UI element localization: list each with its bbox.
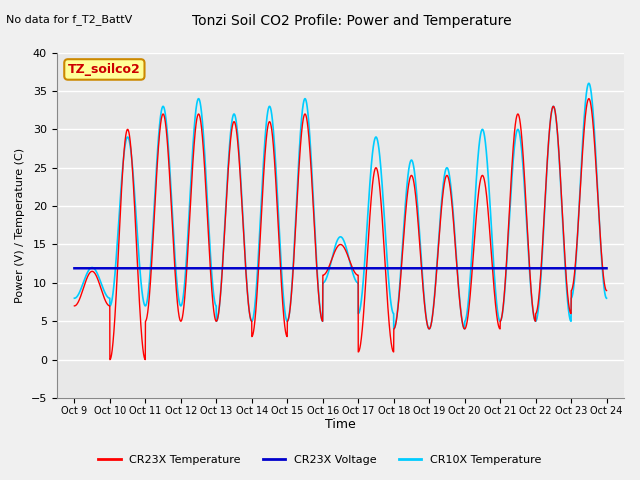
Line: CR23X Temperature: CR23X Temperature [74,99,607,360]
CR23X Temperature [585,96,593,102]
CR10X Temperature [585,81,593,86]
Legend: CR23X Temperature, CR23X Voltage, CR10X Temperature: CR23X Temperature, CR23X Voltage, CR10X … [94,451,546,469]
CR10X Temperature [309,187,317,192]
CR10X Temperature [390,326,397,332]
CR23X Voltage [200,265,207,271]
CR10X Temperature [271,149,279,155]
CR23X Voltage [194,265,202,271]
CR23X Temperature [70,303,78,309]
CR23X Temperature [309,197,317,203]
CR10X Temperature [70,295,78,301]
CR10X Temperature [200,133,207,139]
CR23X Voltage [603,265,611,271]
CR23X Voltage [197,265,205,271]
CR10X Temperature [603,295,611,301]
CR23X Temperature [194,111,202,117]
Y-axis label: Power (V) / Temperature (C): Power (V) / Temperature (C) [15,148,25,303]
CR23X Temperature [197,120,205,125]
CR23X Voltage [271,265,279,271]
CR23X Temperature [200,150,207,156]
X-axis label: Time: Time [325,419,356,432]
CR23X Temperature [271,166,279,172]
CR23X Temperature [603,288,611,293]
CR10X Temperature [197,104,205,109]
Text: Tonzi Soil CO2 Profile: Power and Temperature: Tonzi Soil CO2 Profile: Power and Temper… [192,14,512,28]
CR10X Temperature [598,268,606,274]
CR23X Voltage [309,265,317,271]
CR23X Voltage [598,265,606,271]
CR23X Temperature [106,357,114,362]
Text: TZ_soilco2: TZ_soilco2 [68,63,141,76]
CR23X Voltage [70,265,78,271]
CR23X Temperature [598,263,606,269]
Line: CR10X Temperature: CR10X Temperature [74,84,607,329]
Text: No data for f_T2_BattV: No data for f_T2_BattV [6,14,132,25]
CR10X Temperature [194,96,202,102]
